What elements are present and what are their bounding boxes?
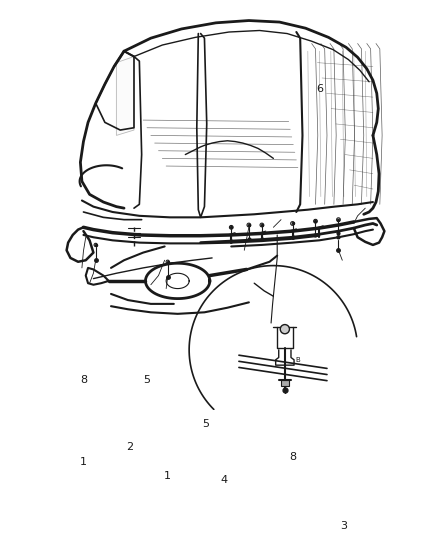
Circle shape [280,325,290,334]
Text: B: B [296,357,300,363]
Circle shape [166,260,170,263]
Polygon shape [117,56,134,135]
Text: 6: 6 [316,84,323,94]
Circle shape [230,225,233,229]
Circle shape [314,220,318,223]
Text: 4: 4 [221,475,228,485]
Text: 1: 1 [163,471,170,481]
Circle shape [337,218,340,222]
Text: 8: 8 [289,452,296,462]
Text: 3: 3 [340,521,347,531]
Circle shape [94,243,97,247]
Text: 1: 1 [80,457,87,467]
Text: 5: 5 [144,375,151,385]
Circle shape [291,222,294,225]
Circle shape [337,236,340,239]
Polygon shape [281,379,289,386]
Text: 8: 8 [80,375,87,385]
Text: 5: 5 [202,419,209,429]
Circle shape [260,223,264,227]
Text: 2: 2 [127,442,134,452]
Circle shape [247,223,251,227]
